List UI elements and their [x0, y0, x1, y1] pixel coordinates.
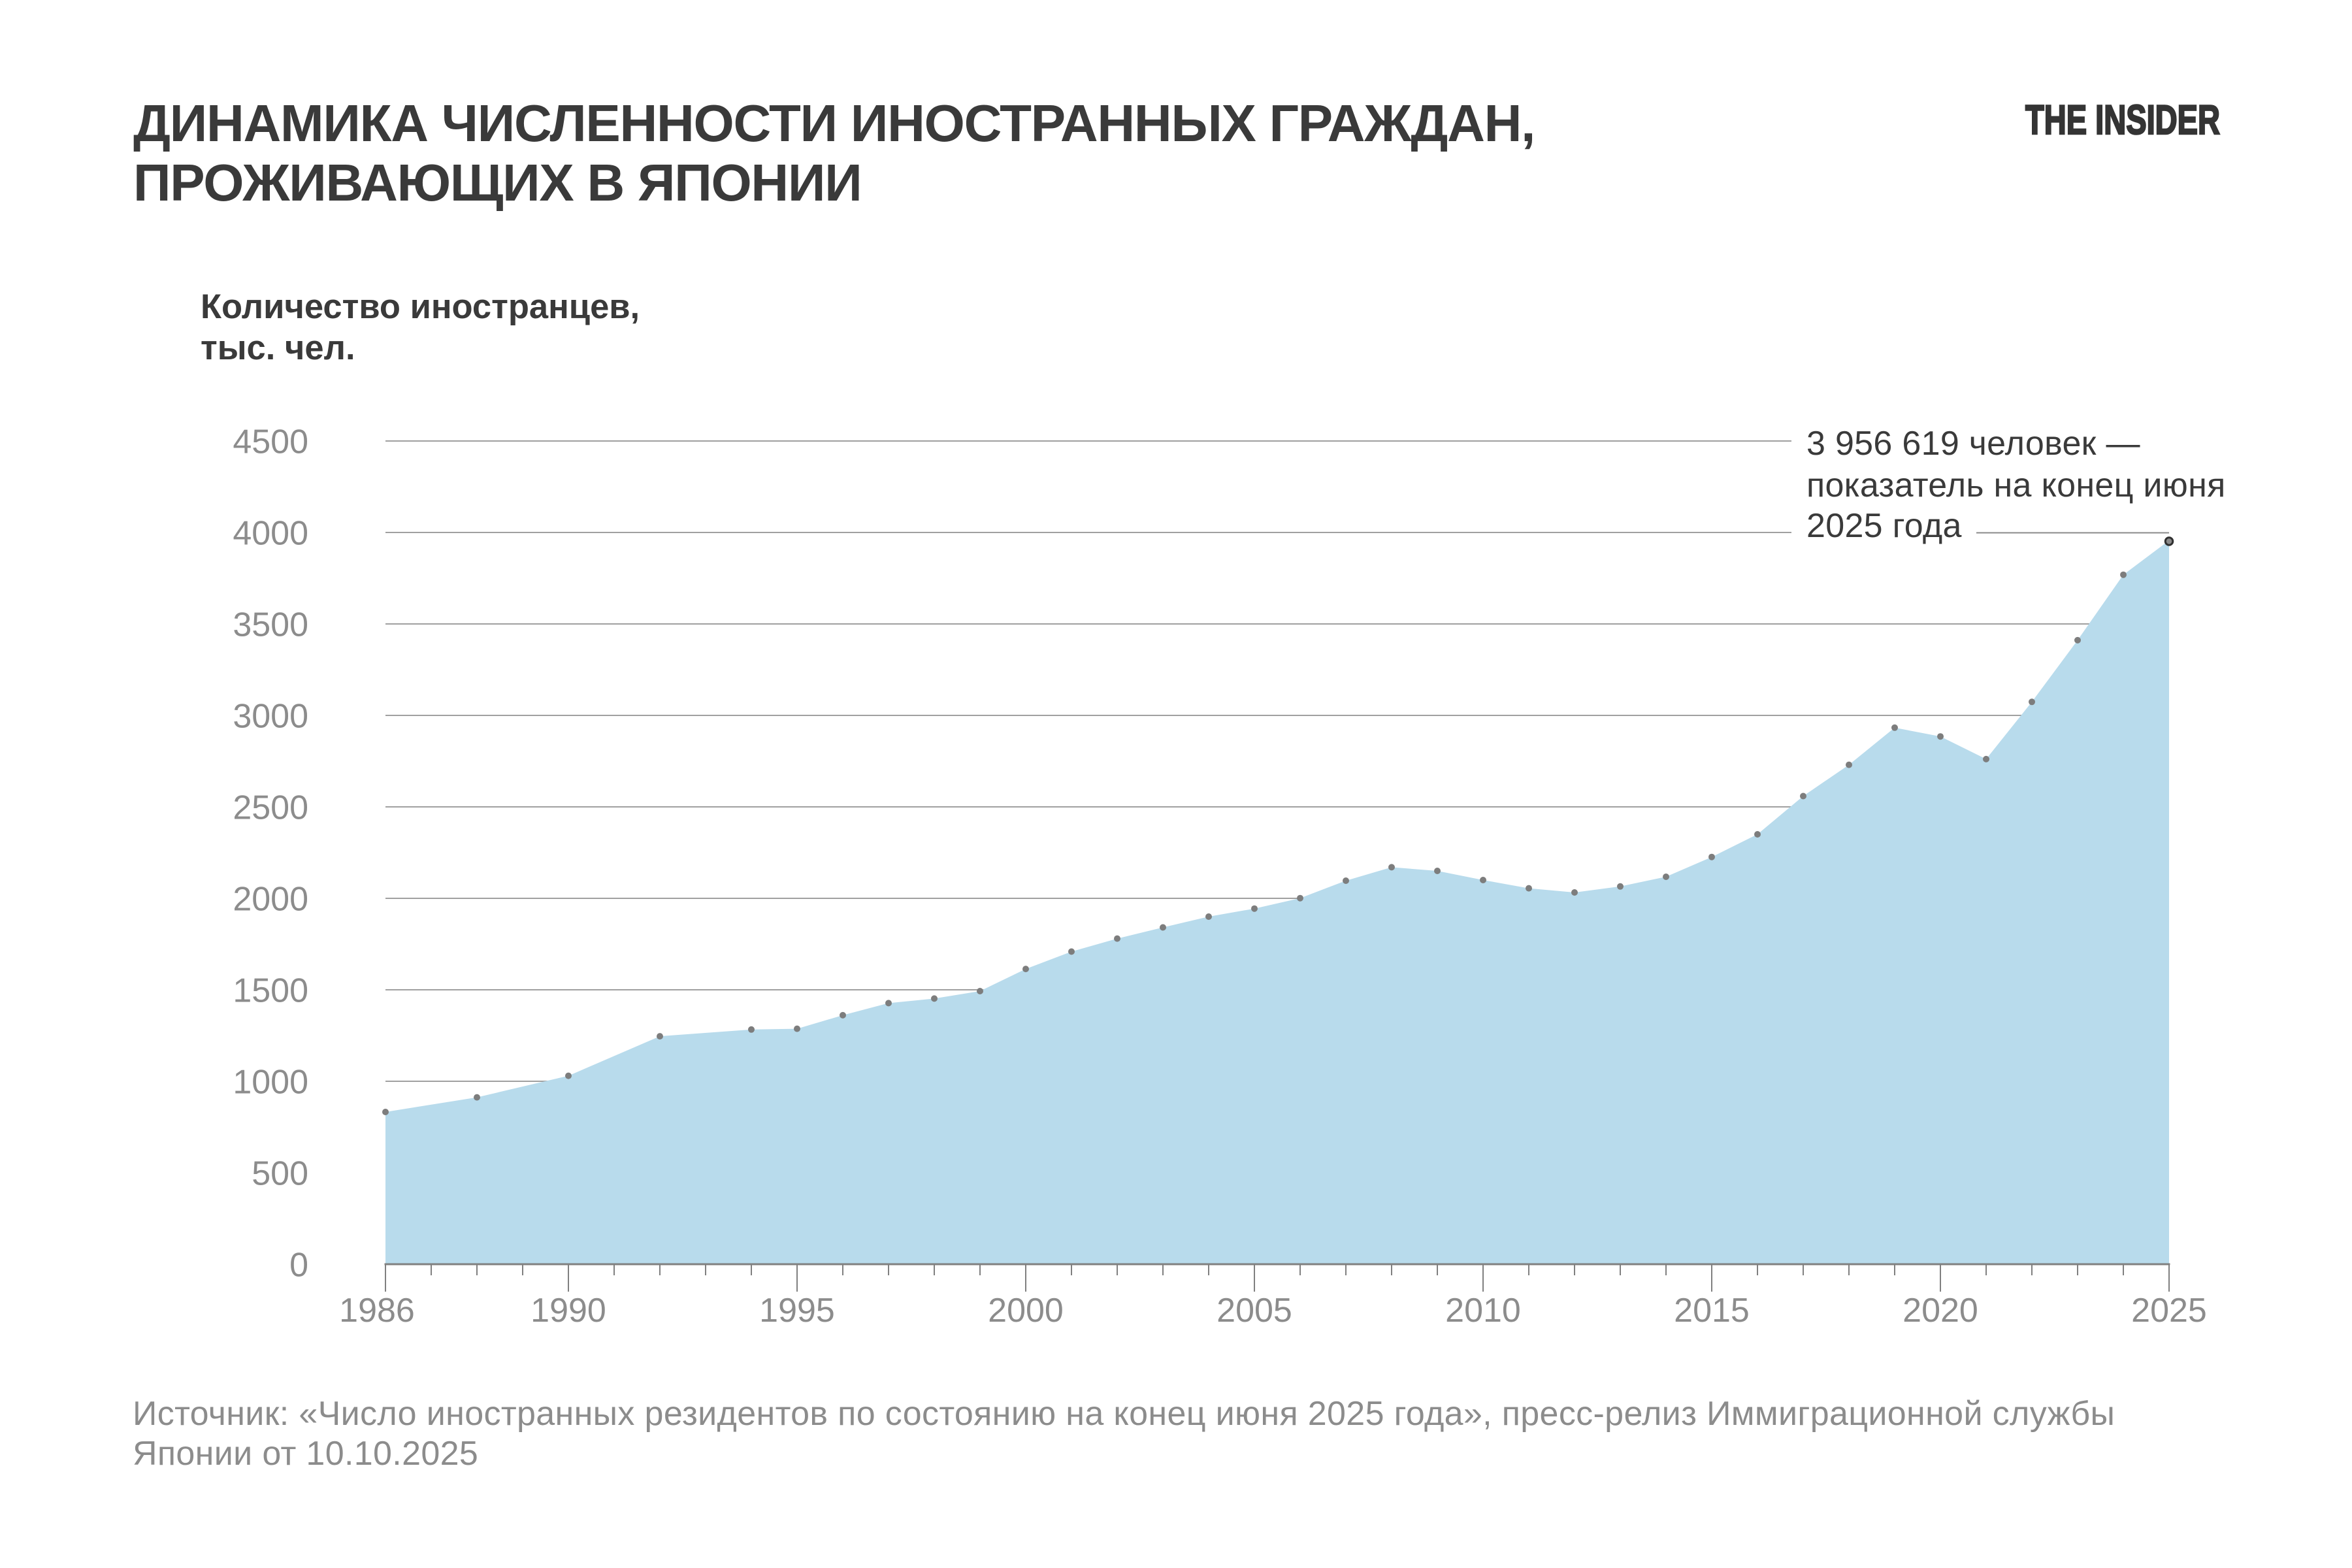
svg-text:1000: 1000	[233, 1064, 308, 1102]
svg-text:4500: 4500	[233, 423, 308, 461]
svg-text:500: 500	[252, 1155, 308, 1193]
svg-text:Японии от 10.10.2025: Японии от 10.10.2025	[133, 1435, 478, 1473]
svg-text:2005: 2005	[1217, 1292, 1292, 1330]
svg-text:ДИНАМИКА ЧИСЛЕННОСТИ ИНОСТРАНН: ДИНАМИКА ЧИСЛЕННОСТИ ИНОСТРАННЫХ ГРАЖДАН…	[133, 94, 1535, 152]
svg-text:2020: 2020	[1903, 1292, 1978, 1330]
svg-text:2000: 2000	[233, 881, 308, 919]
svg-text:2000: 2000	[988, 1292, 1064, 1330]
svg-text:3 956 619 человек —: 3 956 619 человек —	[1806, 425, 2140, 463]
svg-text:1500: 1500	[233, 972, 308, 1010]
svg-text:тыс. чел.: тыс. чел.	[201, 329, 355, 367]
svg-text:2025: 2025	[2131, 1292, 2207, 1330]
svg-text:3500: 3500	[233, 606, 308, 644]
svg-text:Количество иностранцев,: Количество иностранцев,	[201, 287, 640, 326]
svg-text:2025 года: 2025 года	[1806, 507, 1962, 545]
svg-text:ПРОЖИВАЮЩИХ В ЯПОНИИ: ПРОЖИВАЮЩИХ В ЯПОНИИ	[133, 154, 861, 212]
svg-text:1990: 1990	[531, 1292, 606, 1330]
svg-text:THE INSIDER: THE INSIDER	[2025, 97, 2220, 143]
svg-text:Источник: «Число иностранных р: Источник: «Число иностранных резидентов …	[133, 1395, 2115, 1433]
svg-text:1995: 1995	[759, 1292, 835, 1330]
svg-text:0: 0	[289, 1247, 308, 1284]
svg-text:1986: 1986	[339, 1292, 415, 1330]
svg-text:2015: 2015	[1674, 1292, 1750, 1330]
svg-text:показатель на конец июня: показатель на конец июня	[1806, 466, 2226, 504]
svg-text:2500: 2500	[233, 789, 308, 827]
svg-text:3000: 3000	[233, 698, 308, 736]
svg-text:2010: 2010	[1445, 1292, 1521, 1330]
svg-text:4000: 4000	[233, 515, 308, 553]
